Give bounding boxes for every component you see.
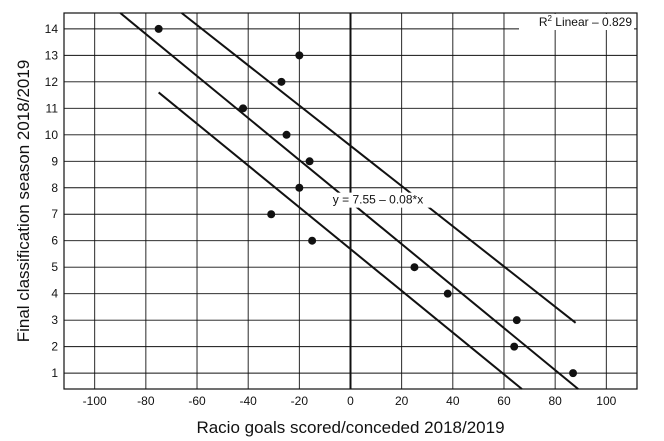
x-axis-label: Racio goals scored/conceded 2018/2019 [196, 418, 504, 437]
x-tick-label: -80 [137, 394, 155, 408]
y-tick-label: 8 [51, 181, 58, 195]
x-tick-label: -100 [83, 394, 107, 408]
r2-background [519, 14, 634, 30]
data-point [295, 51, 304, 60]
data-point [569, 369, 578, 378]
r-squared-label: R2 Linear – 0.829 [539, 14, 633, 29]
y-tick-label: 10 [45, 128, 59, 142]
x-tick-label: 20 [395, 394, 409, 408]
y-tick-label: 11 [46, 101, 59, 115]
data-point [267, 210, 276, 219]
y-tick-label: 13 [45, 48, 59, 62]
y-tick-label: 2 [51, 340, 58, 354]
y-tick-label: 14 [45, 22, 59, 36]
x-tick-label: -40 [240, 394, 258, 408]
x-tick-label: -20 [291, 394, 309, 408]
y-tick-label: 9 [51, 154, 58, 168]
r2-r: R [539, 15, 548, 29]
data-point [154, 24, 163, 33]
x-tick-label: 100 [596, 394, 616, 408]
data-point [239, 104, 248, 113]
upper-confidence-line [181, 12, 577, 324]
r2-superscript: 2 [547, 14, 552, 23]
r2-text: Linear – 0.829 [552, 15, 632, 29]
data-point [295, 183, 304, 192]
data-points [154, 24, 578, 378]
data-point [410, 263, 419, 272]
x-tick-label: 0 [347, 394, 354, 408]
y-tick-label: 5 [51, 260, 58, 274]
x-tick-label: -60 [188, 394, 206, 408]
y-tick-label: 3 [51, 313, 58, 327]
y-tick-label: 7 [51, 207, 58, 221]
y-tick-label: 12 [45, 75, 59, 89]
x-tick-label: 40 [446, 394, 460, 408]
equation-background [329, 192, 442, 208]
data-point [282, 130, 291, 139]
x-tick-labels: -100 -80 -60 -40 -20 0 20 40 60 80 100 [83, 394, 617, 408]
x-tick-label: 80 [548, 394, 562, 408]
data-point [277, 77, 286, 86]
lower-confidence-line [158, 91, 523, 390]
data-point [443, 289, 452, 298]
data-point [305, 157, 314, 166]
data-point [512, 316, 521, 325]
data-point [308, 236, 317, 245]
y-tick-label: 6 [51, 234, 58, 248]
regression-equation: y = 7.55 – 0.08*x [333, 193, 423, 207]
y-tick-label: 4 [51, 287, 58, 301]
y-tick-label: 1 [51, 366, 58, 380]
data-point [510, 342, 519, 351]
y-axis-label: Final classification season 2018/2019 [14, 60, 33, 343]
x-tick-label: 60 [497, 394, 511, 408]
